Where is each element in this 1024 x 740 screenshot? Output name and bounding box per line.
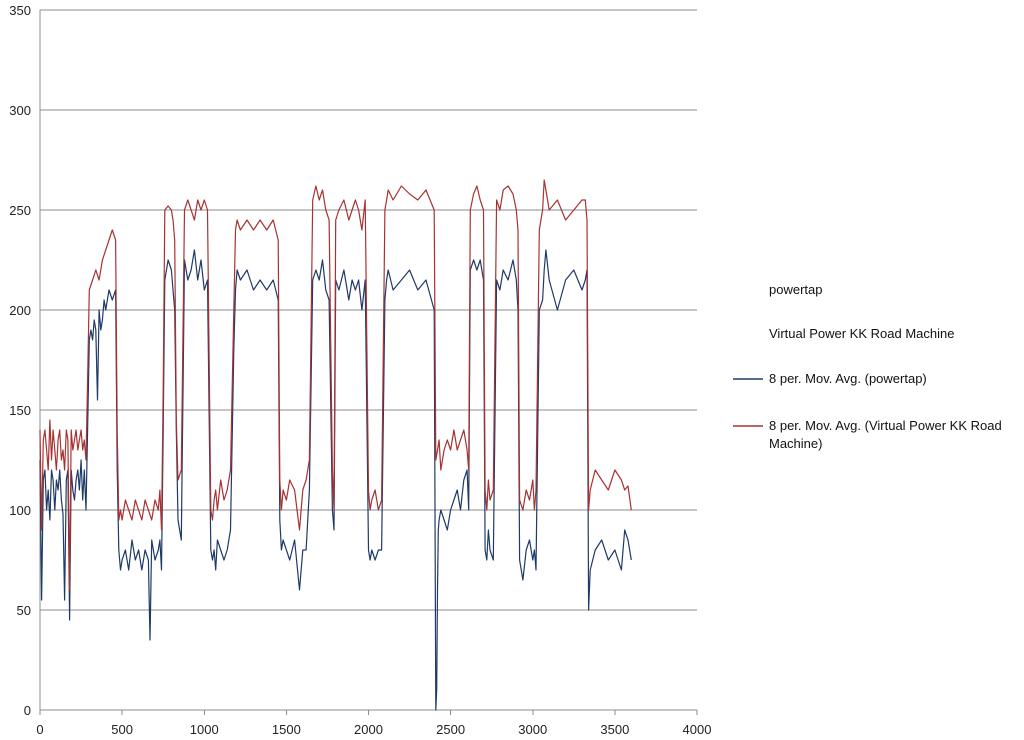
y-tick-label: 300 bbox=[9, 103, 31, 118]
y-tick-label: 0 bbox=[24, 703, 31, 718]
legend-entry-line: Machine) bbox=[769, 436, 822, 451]
x-tick-label: 3000 bbox=[518, 722, 547, 737]
x-tick-label: 4000 bbox=[683, 722, 712, 737]
y-tick-label: 50 bbox=[17, 603, 31, 618]
series-line-1 bbox=[39, 179, 632, 591]
legend-entry-0: powertap bbox=[769, 282, 822, 297]
y-axis-ticks: 0 50 100 150 200 250 300 350 bbox=[9, 3, 31, 718]
gridlines bbox=[40, 9, 697, 611]
series-line-0 bbox=[39, 249, 632, 711]
x-tick-label: 3500 bbox=[600, 722, 629, 737]
series-group bbox=[39, 179, 632, 711]
x-tick-label: 0 bbox=[36, 722, 43, 737]
y-tick-label: 150 bbox=[9, 403, 31, 418]
y-tick-label: 200 bbox=[9, 303, 31, 318]
legend-entry-1: Virtual Power KK Road Machine bbox=[769, 326, 954, 341]
legend-entry-line: 8 per. Mov. Avg. (Virtual Power KK Road bbox=[769, 418, 1002, 433]
axes bbox=[39, 10, 697, 711]
x-tick-label: 2500 bbox=[436, 722, 465, 737]
legend-entry-2: 8 per. Mov. Avg. (powertap) bbox=[769, 371, 927, 386]
legend: powertap Virtual Power KK Road Machine 8 p… bbox=[733, 282, 1002, 451]
x-tick-label: 1500 bbox=[272, 722, 301, 737]
x-tick-label: 2000 bbox=[354, 722, 383, 737]
x-tick-label: 1000 bbox=[190, 722, 219, 737]
legend-entry-3: 8 per. Mov. Avg. (Virtual Power KK Road M… bbox=[769, 418, 1002, 451]
y-tick-label: 350 bbox=[9, 3, 31, 18]
x-axis-ticks: 0 500 1000 1500 2000 2500 3000 3500 4000 bbox=[36, 710, 711, 737]
y-tick-label: 100 bbox=[9, 503, 31, 518]
x-tick-label: 500 bbox=[111, 722, 133, 737]
y-tick-label: 250 bbox=[9, 203, 31, 218]
